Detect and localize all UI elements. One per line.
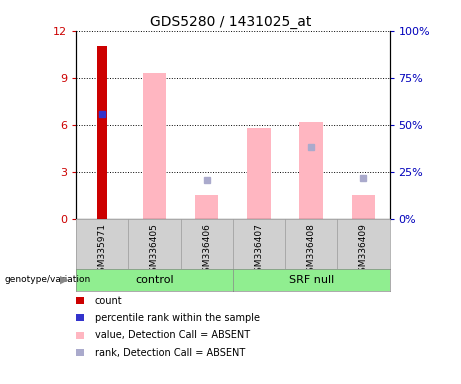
Text: SRF null: SRF null (289, 275, 334, 285)
Text: control: control (135, 275, 174, 285)
Bar (300, 122, 323, 219)
Text: value, Detection Call = ABSENT: value, Detection Call = ABSENT (95, 330, 249, 340)
Text: percentile rank within the sample: percentile rank within the sample (95, 313, 260, 323)
Text: GSM336409: GSM336409 (359, 223, 368, 278)
Bar (97, 46, 107, 219)
Text: GSM336408: GSM336408 (307, 223, 316, 278)
Bar (247, 128, 271, 219)
Text: genotype/variation: genotype/variation (5, 275, 91, 285)
Text: GSM336406: GSM336406 (202, 223, 211, 278)
Text: count: count (95, 296, 122, 306)
Text: ▶: ▶ (60, 275, 69, 285)
Text: GDS5280 / 1431025_at: GDS5280 / 1431025_at (150, 15, 311, 29)
Text: GSM336405: GSM336405 (150, 223, 159, 278)
Text: GSM335971: GSM335971 (98, 223, 106, 278)
Bar (352, 195, 375, 219)
Bar (195, 195, 219, 219)
Text: GSM336407: GSM336407 (254, 223, 263, 278)
Text: rank, Detection Call = ABSENT: rank, Detection Call = ABSENT (95, 348, 245, 358)
Bar (143, 73, 166, 219)
